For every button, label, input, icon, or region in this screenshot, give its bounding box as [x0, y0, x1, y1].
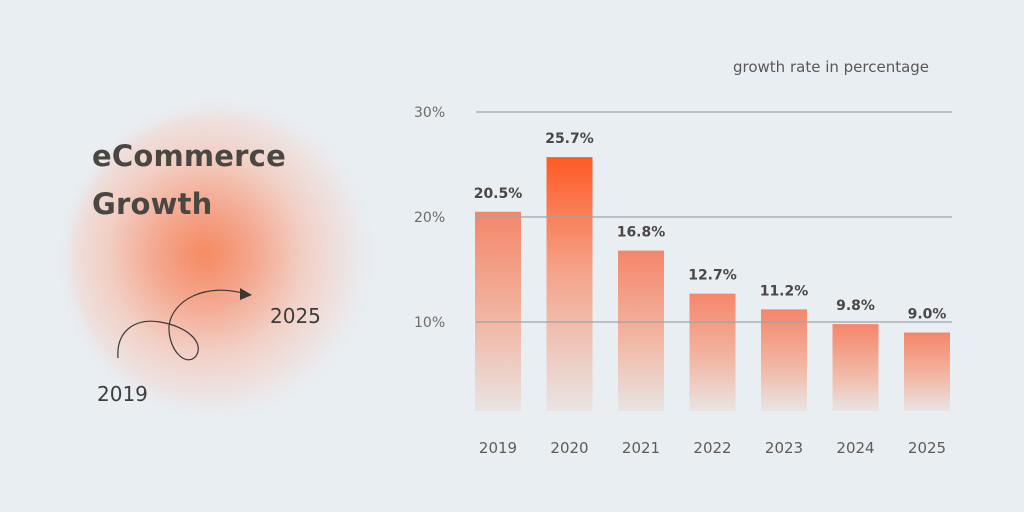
bar-2022: [689, 293, 736, 411]
bar-2025: [904, 332, 950, 411]
value-label-2022: 12.7%: [688, 268, 737, 284]
x-tick-label-2021: 2021: [622, 439, 660, 457]
y-tick-label-20: 20%: [414, 210, 445, 226]
value-label-2021: 16.8%: [617, 225, 666, 241]
x-tick-label-2025: 2025: [908, 439, 946, 457]
bar-2019: [475, 211, 521, 411]
value-label-2025: 9.0%: [908, 307, 947, 323]
x-tick-label-2019: 2019: [479, 439, 517, 457]
x-tick-label-2020: 2020: [550, 439, 588, 457]
labels: 20.5% 2019 25.7% 2020 16.8% 2021 12.7% 2022 11.2…: [414, 105, 946, 457]
y-tick-label-30: 30%: [414, 105, 445, 121]
page-title-line-1: eCommerce: [92, 139, 286, 173]
page-title-line-2: Growth: [92, 187, 213, 221]
x-tick-label-2023: 2023: [765, 439, 803, 457]
value-label-2019: 20.5%: [474, 186, 523, 202]
value-label-2023: 11.2%: [760, 283, 809, 299]
end-year-label: 2025: [270, 304, 321, 328]
orange-glow-decoration: [70, 110, 370, 410]
bar-2023: [761, 309, 807, 411]
x-tick-label-2022: 2022: [693, 439, 731, 457]
value-label-2020: 25.7%: [545, 131, 594, 147]
x-tick-label-2024: 2024: [836, 439, 874, 457]
bar-2020: [546, 157, 593, 411]
start-year-label: 2019: [97, 382, 148, 406]
value-label-2024: 9.8%: [836, 298, 875, 314]
bar-2021: [618, 250, 664, 411]
gridlines: [476, 111, 952, 323]
bars: [475, 157, 950, 411]
y-axis-unit-label: growth rate in percentage: [733, 58, 930, 76]
bar-2024: [832, 324, 879, 411]
y-tick-label-10: 10%: [414, 315, 445, 331]
page-title: eCommerce Growth: [92, 132, 286, 228]
curved-arrow-icon: [117, 288, 252, 361]
